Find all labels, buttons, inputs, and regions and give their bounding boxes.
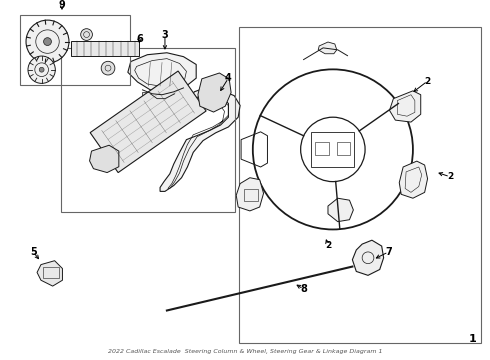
Text: 2: 2 <box>447 172 453 181</box>
Bar <box>157 92 163 97</box>
Polygon shape <box>328 198 353 222</box>
Text: 9: 9 <box>59 0 65 10</box>
Text: 8: 8 <box>300 284 307 294</box>
Bar <box>43 266 58 278</box>
Text: 1: 1 <box>469 334 477 343</box>
Circle shape <box>81 29 93 40</box>
Polygon shape <box>318 42 337 54</box>
Polygon shape <box>90 71 206 172</box>
Circle shape <box>101 61 115 75</box>
Bar <box>244 189 258 201</box>
Circle shape <box>39 67 44 72</box>
Text: 3: 3 <box>162 30 169 40</box>
Bar <box>71 41 139 57</box>
Bar <box>239 27 481 343</box>
Bar <box>311 132 354 167</box>
Text: 6: 6 <box>136 33 143 44</box>
Polygon shape <box>236 178 264 211</box>
Bar <box>315 141 329 155</box>
Bar <box>20 15 130 85</box>
Circle shape <box>44 38 51 45</box>
Bar <box>143 92 148 97</box>
Polygon shape <box>399 161 428 198</box>
Circle shape <box>28 56 55 84</box>
Bar <box>61 48 235 212</box>
Text: 4: 4 <box>225 73 232 83</box>
Polygon shape <box>390 91 421 122</box>
Bar <box>337 141 350 155</box>
Text: 2022 Cadillac Escalade  Steering Column & Wheel, Steering Gear & Linkage Diagram: 2022 Cadillac Escalade Steering Column &… <box>108 350 382 355</box>
Polygon shape <box>352 240 384 275</box>
Bar <box>171 92 177 97</box>
Polygon shape <box>90 145 119 172</box>
Text: 5: 5 <box>30 247 37 257</box>
Polygon shape <box>128 53 196 92</box>
Circle shape <box>26 20 69 63</box>
Polygon shape <box>37 261 62 286</box>
Polygon shape <box>198 73 231 112</box>
Polygon shape <box>160 88 240 192</box>
Ellipse shape <box>210 97 221 104</box>
Text: 7: 7 <box>385 247 392 257</box>
Text: 2: 2 <box>325 240 331 249</box>
Text: 2: 2 <box>424 77 431 86</box>
